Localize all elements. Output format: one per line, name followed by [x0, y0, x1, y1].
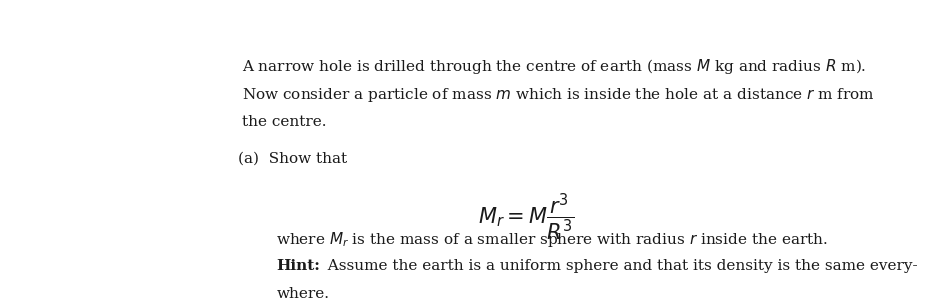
Text: $M_r = M\dfrac{r^3}{R^3}$: $M_r = M\dfrac{r^3}{R^3}$	[478, 192, 574, 243]
Text: Assume the earth is a uniform sphere and that its density is the same every-: Assume the earth is a uniform sphere and…	[319, 259, 918, 273]
Text: where.: where.	[277, 287, 330, 301]
Text: Hint:: Hint:	[277, 259, 320, 273]
Text: where $M_r$ is the mass of a smaller sphere with radius $r$ inside the earth.: where $M_r$ is the mass of a smaller sph…	[277, 230, 829, 249]
Text: (a)  Show that: (a) Show that	[238, 152, 347, 166]
Text: the centre.: the centre.	[242, 115, 326, 129]
Text: A narrow hole is drilled through the centre of earth (mass $M$ kg and radius $R$: A narrow hole is drilled through the cen…	[242, 56, 866, 76]
Text: Now consider a particle of mass $m$ which is inside the hole at a distance $r$ m: Now consider a particle of mass $m$ whic…	[242, 86, 875, 104]
